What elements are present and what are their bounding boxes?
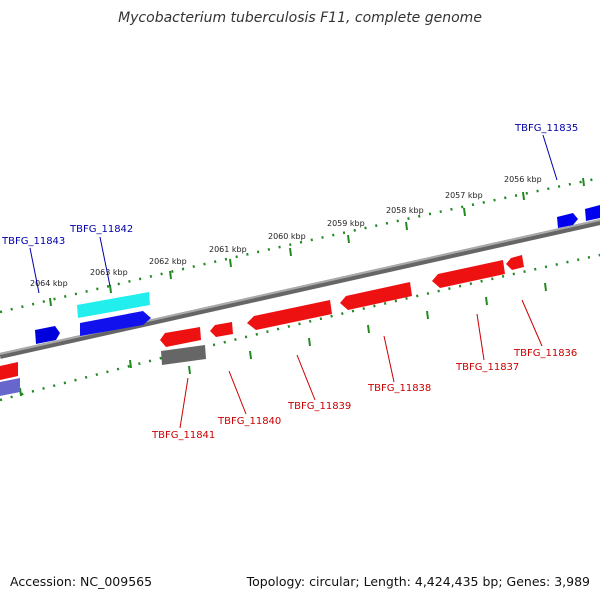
gene-label[interactable]: TBFG_11840 bbox=[217, 416, 281, 427]
gene-reverse-tbfg-11841[interactable] bbox=[160, 327, 201, 347]
outer-scale-track bbox=[0, 176, 600, 314]
gene-forward-left-edge[interactable] bbox=[0, 378, 20, 396]
kbp-label: 2064 kbp bbox=[30, 279, 68, 288]
forward-leader-lines bbox=[29, 134, 558, 294]
kbp-label: 2059 kbp bbox=[327, 219, 365, 228]
gene-forward-tbfg-11842b[interactable] bbox=[80, 311, 151, 336]
kbp-label: 2060 kbp bbox=[268, 232, 306, 241]
reverse-leader-lines bbox=[179, 299, 543, 429]
gene-label[interactable]: TBFG_11836 bbox=[513, 348, 577, 359]
genome-backbone bbox=[0, 219, 600, 359]
gene-label[interactable]: TBFG_11835 bbox=[514, 123, 578, 134]
map-title: Mycobacterium tuberculosis F11, complete… bbox=[118, 10, 482, 26]
gene-label[interactable]: TBFG_11838 bbox=[367, 383, 431, 394]
inner-scale-track bbox=[0, 253, 600, 402]
kbp-label: 2056 kbp bbox=[504, 175, 542, 184]
gene-gray-tbfg-11841[interactable] bbox=[161, 345, 206, 365]
gene-label[interactable]: TBFG_11843 bbox=[1, 236, 65, 247]
gene-reverse-left-edge[interactable] bbox=[0, 362, 18, 380]
gene-forward-tbfg-11835b[interactable] bbox=[585, 205, 600, 221]
gene-forward-tbfg-11843[interactable] bbox=[35, 326, 60, 344]
gene-reverse-tbfg-11836[interactable] bbox=[506, 255, 524, 270]
kbp-label: 2061 kbp bbox=[209, 245, 247, 254]
gene-label[interactable]: TBFG_11842 bbox=[69, 224, 133, 235]
genome-summary-text: Topology: circular; Length: 4,424,435 bp… bbox=[246, 574, 590, 589]
gene-label[interactable]: TBFG_11839 bbox=[287, 401, 351, 412]
kbp-label: 2058 kbp bbox=[386, 206, 424, 215]
gene-label[interactable]: TBFG_11837 bbox=[455, 362, 519, 373]
gene-cyan-tbfg-11842[interactable] bbox=[77, 292, 150, 318]
kbp-label: 2057 kbp bbox=[445, 191, 483, 200]
gene-forward-tbfg-11835a[interactable] bbox=[557, 213, 578, 228]
kbp-label: 2063 kbp bbox=[90, 268, 128, 277]
gene-reverse-tbfg-11837[interactable] bbox=[432, 260, 505, 288]
gene-reverse-tbfg-11840[interactable] bbox=[210, 322, 233, 337]
kbp-label: 2062 kbp bbox=[149, 257, 187, 266]
accession-text: Accession: NC_009565 bbox=[10, 574, 153, 589]
gene-label[interactable]: TBFG_11841 bbox=[151, 430, 215, 441]
inner-major-ticks bbox=[19, 282, 547, 397]
gene-reverse-tbfg-11838[interactable] bbox=[340, 282, 412, 310]
gene-reverse-tbfg-11839[interactable] bbox=[247, 300, 332, 330]
outer-major-ticks bbox=[49, 177, 585, 307]
